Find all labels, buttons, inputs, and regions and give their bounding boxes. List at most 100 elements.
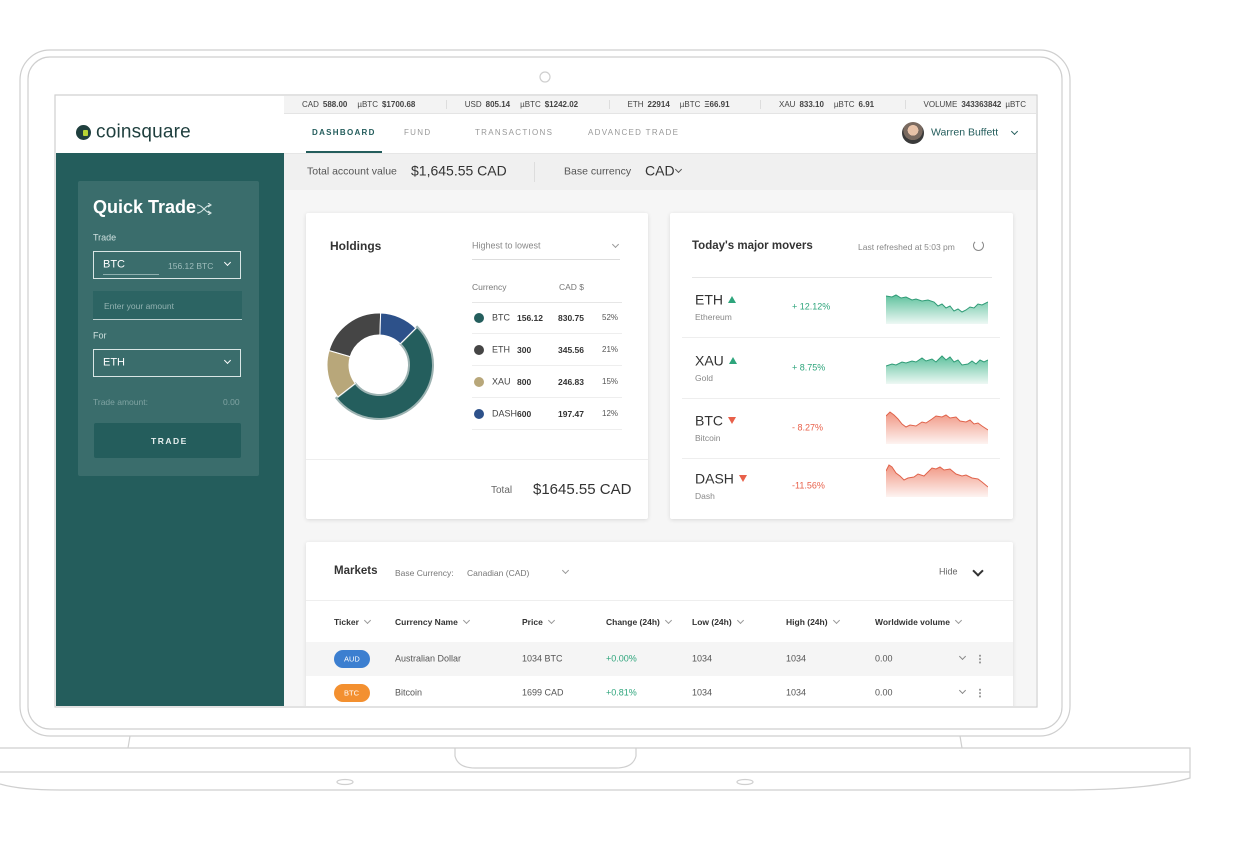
- markets-column-header[interactable]: Change (24h): [606, 616, 660, 627]
- holdings-title: Holdings: [330, 238, 382, 253]
- row-menu-icon[interactable]: [979, 688, 981, 698]
- market-low: 1034: [692, 687, 713, 698]
- total-label: Total: [491, 485, 513, 496]
- sparkline: [886, 294, 988, 324]
- mover-change: + 12.12%: [792, 301, 831, 312]
- for-currency[interactable]: ETH: [103, 356, 125, 369]
- holding-row-line: [472, 365, 622, 366]
- ticker-badge-label: BTC: [344, 688, 359, 698]
- shuffle-icon[interactable]: [196, 203, 214, 215]
- movers-header-line: [692, 277, 992, 278]
- holdings-col: CAD $: [559, 281, 585, 292]
- logo-text: coinsquare: [96, 121, 191, 143]
- nav-active-underline: [306, 151, 382, 153]
- markets-column-header[interactable]: Ticker: [334, 616, 359, 627]
- direction-arrow: [739, 475, 747, 482]
- direction-arrow: [728, 417, 736, 424]
- mover-name: Bitcoin: [695, 432, 721, 443]
- nav-tab[interactable]: DASHBOARD: [312, 128, 376, 138]
- market-name: Bitcoin: [395, 687, 423, 698]
- holding-ticker: BTC: [492, 312, 510, 323]
- trade-label: Trade: [93, 232, 117, 243]
- ticker-label: XAU: [778, 100, 796, 109]
- ticker-strip: CAD 588.00 µBTC $1700.68 USD 805.14 µBTC $1242.…: [284, 96, 1036, 113]
- markets-column-header[interactable]: High (24h): [786, 616, 828, 627]
- holding-amount: 600: [517, 408, 532, 419]
- markets-column-header[interactable]: Currency Name: [395, 616, 458, 627]
- base-currency-value[interactable]: CAD: [645, 162, 675, 179]
- market-high: 1034: [786, 653, 807, 664]
- markets-base-label: Base Currency:: [395, 567, 454, 578]
- user-name[interactable]: Warren Buffett: [931, 126, 999, 139]
- markets-column-header[interactable]: Low (24h): [692, 616, 732, 627]
- account-total-value: $1,645.55 CAD: [411, 162, 507, 179]
- for-select[interactable]: [93, 349, 241, 377]
- market-change: +0.81%: [606, 687, 637, 698]
- sort-underline: [472, 259, 620, 260]
- movers-refreshed: Last refreshed at 5:03 pm: [858, 241, 955, 252]
- holding-row-line: [472, 429, 622, 430]
- legend-dot: [474, 345, 484, 355]
- holding-share: 21%: [602, 345, 619, 355]
- holding-amount: 300: [517, 344, 532, 355]
- nav-tab[interactable]: FUND: [404, 128, 432, 138]
- amount-input[interactable]: [93, 291, 242, 320]
- ticker-label: µBTC: [357, 100, 378, 109]
- refresh-icon[interactable]: [973, 240, 984, 251]
- for-label: For: [93, 330, 107, 341]
- holding-amount: 156.12: [517, 312, 543, 323]
- mover-row-line: [682, 337, 1000, 338]
- ticker-item: CAD 588.00: [302, 100, 347, 109]
- market-price: 1034 BTC: [522, 653, 563, 664]
- logo-area: [56, 96, 284, 153]
- mover-row-line: [682, 458, 1000, 459]
- ticker-item: µBTC $1700.68: [357, 100, 415, 109]
- mover-ticker: BTC: [695, 412, 723, 429]
- amount-placeholder[interactable]: Enter your amount: [104, 300, 174, 311]
- holding-ticker: XAU: [492, 376, 511, 387]
- legend-dot: [474, 313, 484, 323]
- row-menu-icon[interactable]: [979, 654, 981, 664]
- mover-ticker: XAU: [695, 352, 724, 369]
- screen: CAD 588.00 µBTC $1700.68 USD 805.14 µBTC $1242.…: [56, 96, 1036, 706]
- ticker-unit: µBTC: [1005, 100, 1026, 109]
- mover-change: -11.56%: [792, 480, 825, 491]
- total-value: $1645.55 CAD: [533, 481, 632, 498]
- quick-trade-title: Quick Trade: [93, 197, 197, 218]
- trade-button-label[interactable]: TRADE: [151, 435, 188, 446]
- holding-value: 345.56: [558, 344, 584, 355]
- trade-select[interactable]: [93, 251, 241, 279]
- nav-tab[interactable]: TRANSACTIONS: [475, 128, 554, 138]
- trade-currency[interactable]: BTC: [103, 258, 125, 271]
- mover-change: - 8.27%: [792, 422, 824, 433]
- markets-header-line: [306, 600, 1013, 601]
- holding-value: 830.75: [558, 312, 584, 323]
- ticker-label: USD: [464, 100, 482, 109]
- ticker-badge: [334, 650, 370, 668]
- trade-balance: 156.12 BTC: [168, 260, 214, 271]
- market-row[interactable]: [306, 676, 1013, 706]
- market-high: 1034: [786, 687, 807, 698]
- holding-ticker: DASH: [492, 408, 518, 419]
- user-avatar[interactable]: [902, 122, 924, 144]
- market-row[interactable]: [306, 642, 1013, 676]
- mover-change: + 8.75%: [792, 362, 826, 373]
- markets-column-header[interactable]: Worldwide volume: [875, 616, 950, 627]
- ticker-value: 22914: [647, 100, 670, 109]
- trade-button[interactable]: [94, 423, 241, 458]
- holding-value: 197.47: [558, 408, 584, 419]
- sparkline: [886, 411, 988, 444]
- nav-tab[interactable]: ADVANCED TRADE: [588, 128, 680, 138]
- market-volume: 0.00: [875, 653, 893, 664]
- ticker-value: 805.14: [485, 100, 511, 109]
- holdings-sort[interactable]: Highest to lowest: [472, 240, 541, 251]
- ticker-group: ETH 22914 µBTC Ξ66.91: [608, 100, 730, 109]
- ticker-label: µBTC: [520, 100, 541, 109]
- holding-ticker: ETH: [492, 344, 510, 355]
- markets-base-value[interactable]: Canadian (CAD): [467, 567, 530, 578]
- ticker-value: 6.91: [858, 100, 875, 109]
- ticker-badge: [334, 684, 370, 702]
- markets-hide[interactable]: Hide: [939, 566, 958, 577]
- markets-column-header[interactable]: Price: [522, 616, 543, 627]
- holding-row-line: [472, 397, 622, 398]
